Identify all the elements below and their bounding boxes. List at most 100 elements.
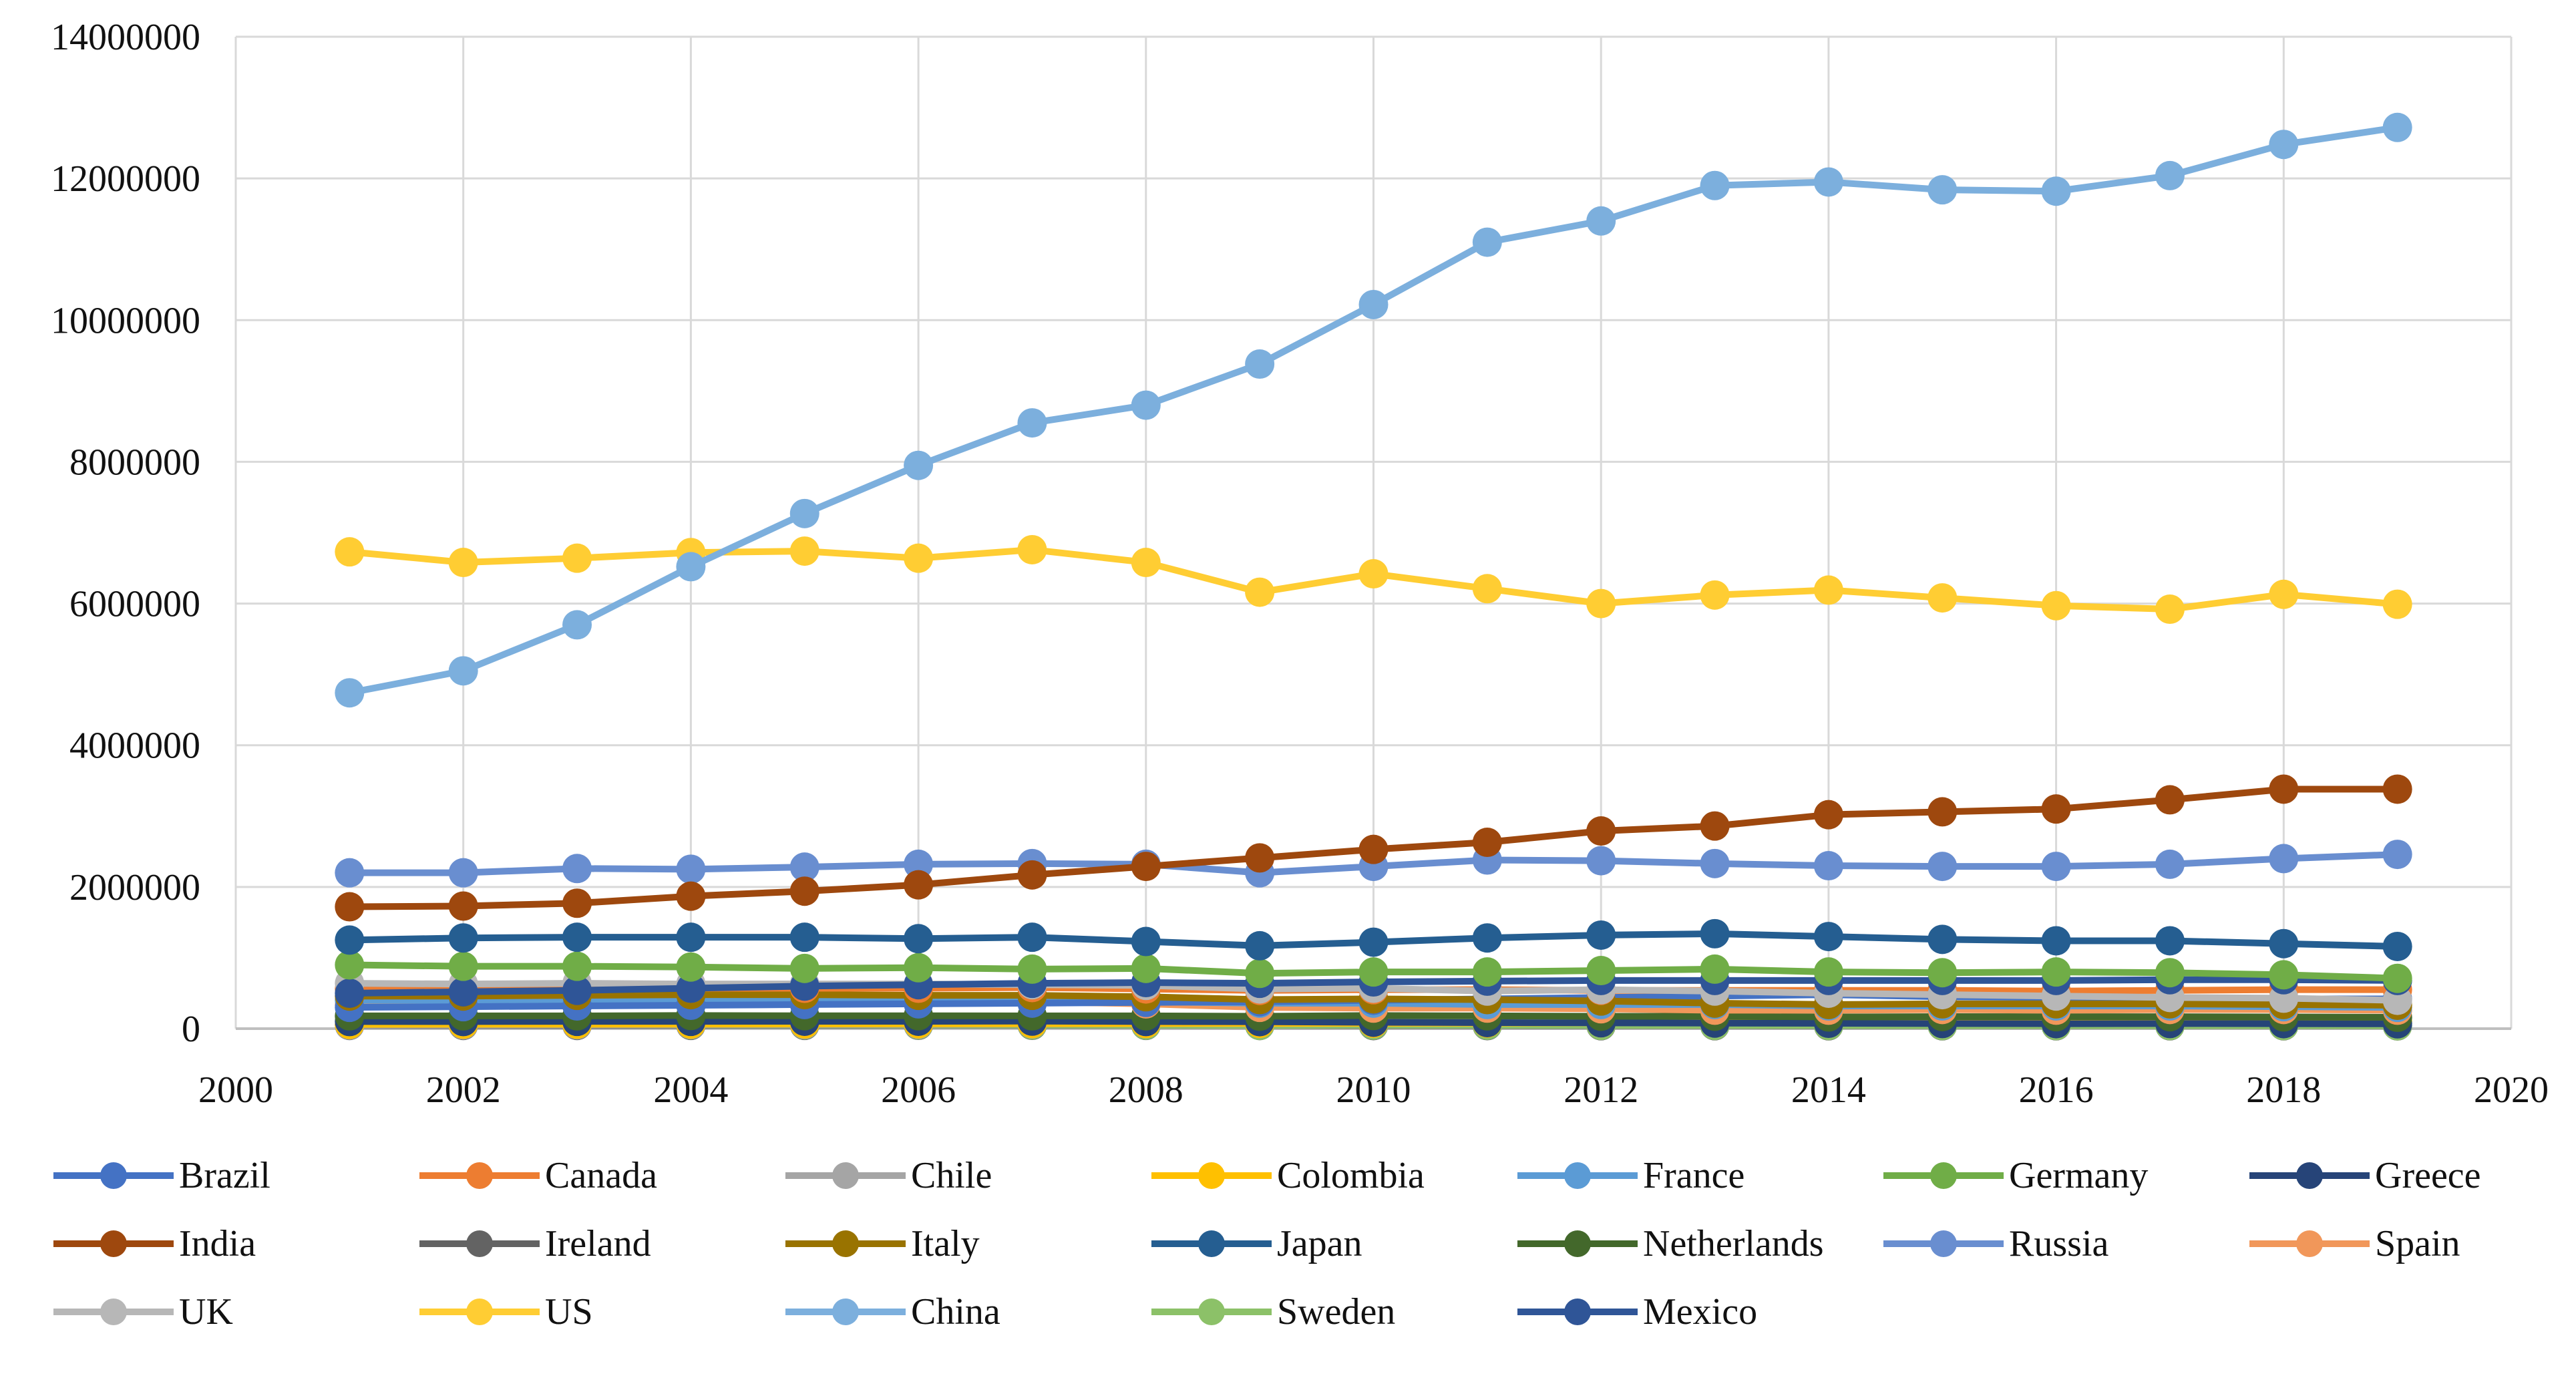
data-point	[2382, 774, 2412, 804]
y-tick-label: 2000000	[69, 867, 200, 908]
legend-item-ireland: Ireland	[419, 1214, 651, 1274]
data-point	[904, 924, 934, 954]
data-point	[1358, 289, 1389, 319]
data-point	[1358, 834, 1389, 864]
x-tick-label: 2008	[1109, 1069, 1183, 1111]
data-point	[1813, 800, 1843, 830]
data-point	[2155, 594, 2185, 625]
y-tick-label: 6000000	[69, 584, 200, 625]
data-point	[1700, 580, 1730, 610]
x-tick-label: 2016	[2019, 1069, 2094, 1111]
legend-swatch	[1151, 1162, 1272, 1189]
data-point	[1813, 575, 1843, 605]
legend-label: Netherlands	[1643, 1223, 1824, 1264]
data-point	[1927, 852, 1958, 882]
data-point	[1131, 390, 1161, 420]
data-point	[1472, 828, 1502, 858]
legend-item-netherlands: Netherlands	[1517, 1214, 1824, 1274]
legend-swatch	[1517, 1230, 1638, 1257]
y-tick-label: 10000000	[51, 300, 200, 341]
data-point	[789, 498, 819, 528]
data-point	[904, 849, 934, 879]
data-point	[1813, 851, 1843, 881]
y-tick-label: 4000000	[69, 725, 200, 767]
data-point	[676, 973, 706, 1003]
data-point	[448, 858, 478, 888]
data-point	[448, 923, 478, 953]
x-tick-label: 2018	[2246, 1069, 2321, 1111]
data-point	[1245, 959, 1275, 989]
data-point	[2155, 160, 2185, 190]
data-point	[1927, 583, 1958, 613]
data-point	[1586, 846, 1616, 876]
x-tick-label: 2012	[1563, 1069, 1638, 1111]
data-point	[562, 543, 592, 573]
data-point	[1245, 349, 1275, 379]
legend-item-china: China	[785, 1282, 1000, 1342]
data-point	[2269, 579, 2299, 609]
legend-label: Russia	[2009, 1223, 2109, 1264]
data-point	[676, 854, 706, 884]
legend-item-sweden: Sweden	[1151, 1282, 1395, 1342]
legend-item-india: India	[53, 1214, 256, 1274]
data-point	[1586, 920, 1616, 950]
legend-item-canada: Canada	[419, 1146, 657, 1206]
legend-item-greece: Greece	[2249, 1146, 2481, 1206]
legend-swatch	[53, 1162, 174, 1189]
data-point	[2382, 840, 2412, 870]
data-point	[1245, 843, 1275, 873]
data-point	[1472, 574, 1502, 604]
data-point	[904, 450, 934, 480]
data-point	[335, 678, 365, 708]
legend-label: Japan	[1277, 1223, 1362, 1264]
legend-label: UK	[179, 1291, 233, 1333]
data-point	[335, 858, 365, 888]
data-point	[1700, 918, 1730, 948]
data-point	[1017, 922, 1047, 953]
data-point	[2155, 926, 2185, 956]
data-point	[448, 951, 478, 981]
series-india	[335, 774, 2412, 922]
data-point	[1586, 206, 1616, 236]
data-point	[1131, 548, 1161, 578]
x-tick-label: 2010	[1336, 1069, 1411, 1111]
legend-label: Italy	[911, 1223, 980, 1264]
data-point	[335, 537, 365, 567]
data-point	[2155, 785, 2185, 815]
x-tick-label: 2002	[426, 1069, 501, 1111]
x-tick-label: 2020	[2474, 1069, 2549, 1111]
data-point	[1700, 848, 1730, 878]
data-point	[2041, 794, 2071, 824]
legend-swatch	[785, 1162, 906, 1189]
data-point	[1813, 957, 1843, 987]
legend-label: Brazil	[179, 1155, 270, 1196]
data-point	[1358, 957, 1389, 987]
legend-item-uk: UK	[53, 1282, 233, 1342]
data-point	[1017, 954, 1047, 984]
data-point	[335, 892, 365, 922]
legend-swatch	[1883, 1162, 2004, 1189]
legend-label: Mexico	[1643, 1291, 1758, 1333]
legend-swatch	[785, 1230, 906, 1257]
series-china	[335, 112, 2412, 708]
data-point	[335, 950, 365, 980]
legend-label: Canada	[545, 1155, 657, 1196]
data-point	[1131, 852, 1161, 882]
data-point	[1813, 167, 1843, 197]
legend-label: France	[1643, 1155, 1745, 1196]
legend-swatch	[419, 1162, 540, 1189]
data-point	[1472, 227, 1502, 257]
legend-item-france: France	[1517, 1146, 1744, 1206]
legend-swatch	[1517, 1299, 1638, 1325]
data-point	[2269, 130, 2299, 160]
x-tick-label: 2014	[1791, 1069, 1866, 1111]
legend-item-mexico: Mexico	[1517, 1282, 1757, 1342]
data-point	[1927, 924, 1958, 955]
legend-swatch	[1883, 1230, 2004, 1257]
legend-label: Chile	[911, 1155, 992, 1196]
data-point	[1472, 923, 1502, 953]
data-point	[676, 952, 706, 982]
data-point	[789, 876, 819, 906]
data-point	[2041, 852, 2071, 882]
